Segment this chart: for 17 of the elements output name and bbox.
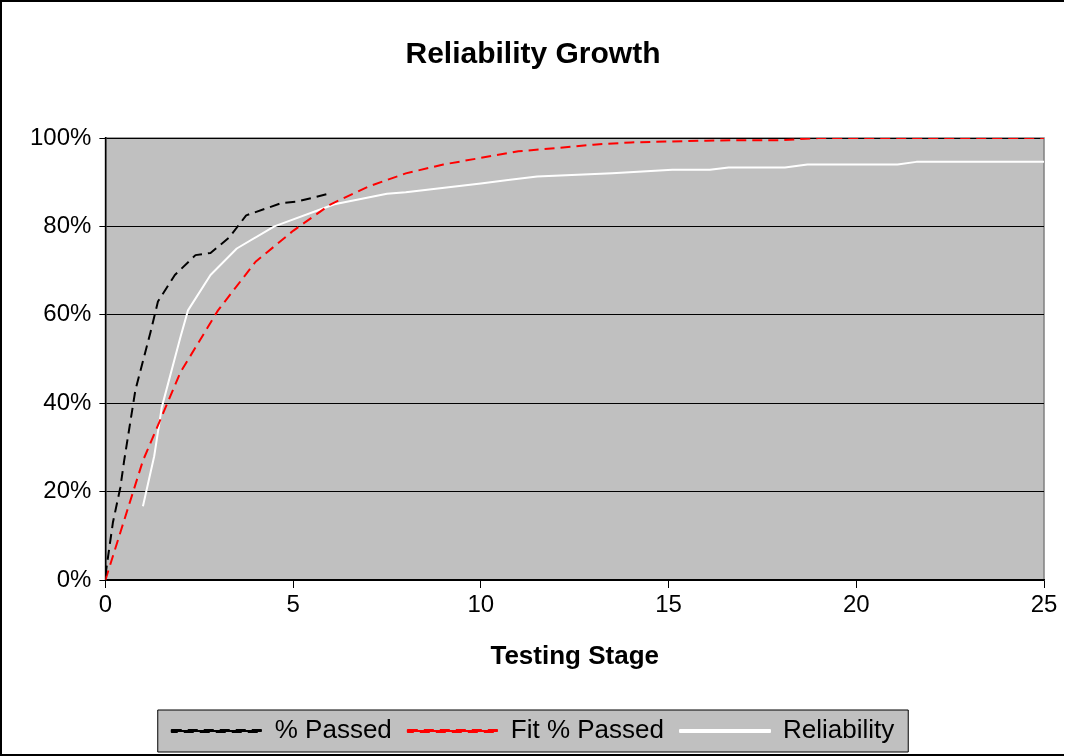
legend-label: % Passed [274, 714, 392, 745]
y-tick-label: 60% [43, 299, 92, 327]
x-tick-label: 25 [1030, 590, 1058, 618]
y-tick-label: 80% [43, 211, 92, 239]
x-tick-label: 10 [467, 590, 495, 618]
y-tick-label: 40% [43, 387, 92, 415]
y-tick-label: 0% [56, 564, 92, 592]
x-tick-label: 15 [655, 590, 682, 618]
x-axis-title: Testing Stage [490, 639, 659, 670]
legend-label: Reliability [782, 714, 895, 745]
y-tick-label: 100% [29, 122, 92, 150]
y-tick-label: 20% [43, 476, 92, 504]
legend-label: Fit % Passed [510, 714, 664, 745]
x-tick-label: 5 [286, 590, 300, 618]
chart-title: Reliability Growth [405, 36, 661, 70]
x-tick-label: 20 [842, 590, 870, 618]
x-tick-label: 0 [98, 590, 113, 618]
